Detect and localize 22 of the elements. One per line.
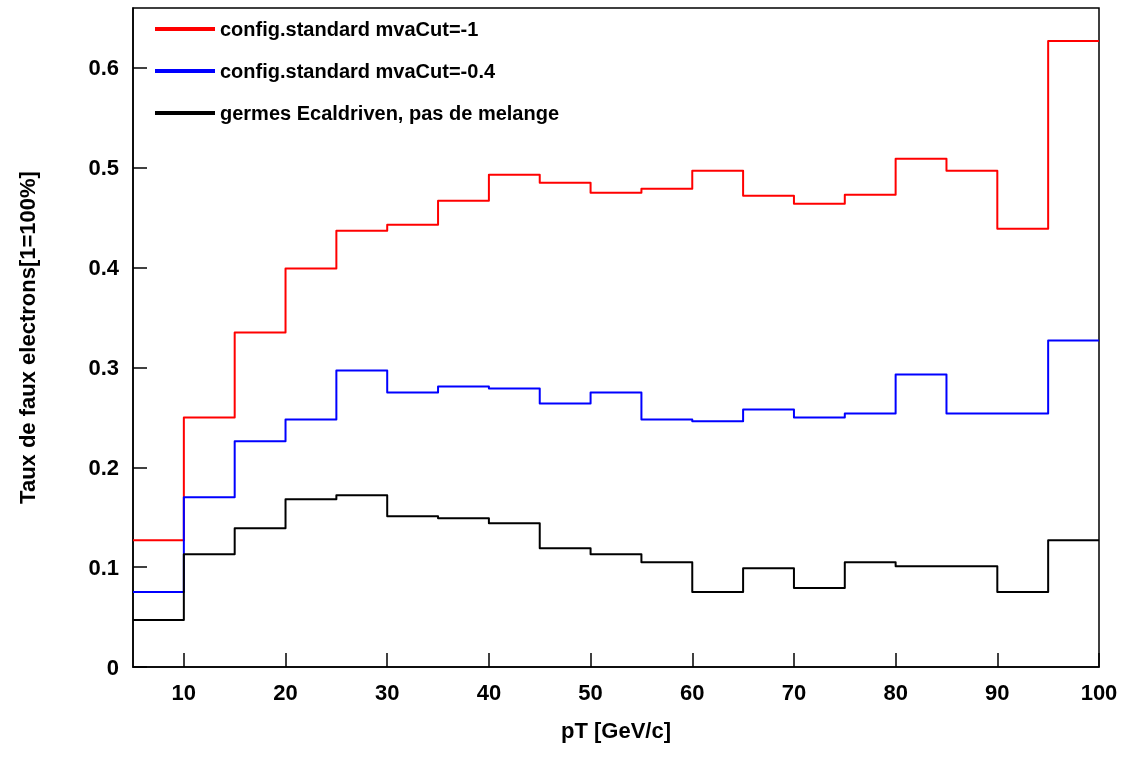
x-tick-label: 70 (781, 679, 807, 705)
x-tick-label: 80 (883, 679, 908, 705)
x-tick-label: 90 (985, 679, 1010, 705)
y-tick-label: 0 (106, 654, 119, 680)
y-tick-label: 0.5 (88, 155, 119, 181)
x-tick-label: 20 (273, 679, 298, 705)
x-tick-label: 50 (578, 679, 603, 705)
y-tick-label: 0.4 (88, 255, 120, 281)
x-tick-label: 40 (476, 679, 502, 705)
x-tick-label: 60 (680, 679, 705, 705)
x-axis-title: pT [GeV/c] (560, 717, 672, 743)
y-tick-label: 0.1 (88, 554, 119, 580)
legend-label: config.standard mvaCut=-0.4 (220, 60, 496, 82)
y-tick-label: 0.3 (88, 354, 119, 380)
y-tick-label: 0.6 (88, 55, 119, 81)
legend-label: germes Ecaldriven, pas de melange (220, 102, 560, 124)
x-tick-label: 10 (171, 679, 197, 705)
x-tick-label: 100 (1080, 679, 1118, 705)
y-axis-title: Taux de faux electrons[1=100%] (14, 171, 40, 504)
y-tick-label: 0.2 (88, 454, 119, 480)
x-tick-label: 30 (374, 679, 400, 705)
legend-label: config.standard mvaCut=-1 (220, 18, 479, 40)
